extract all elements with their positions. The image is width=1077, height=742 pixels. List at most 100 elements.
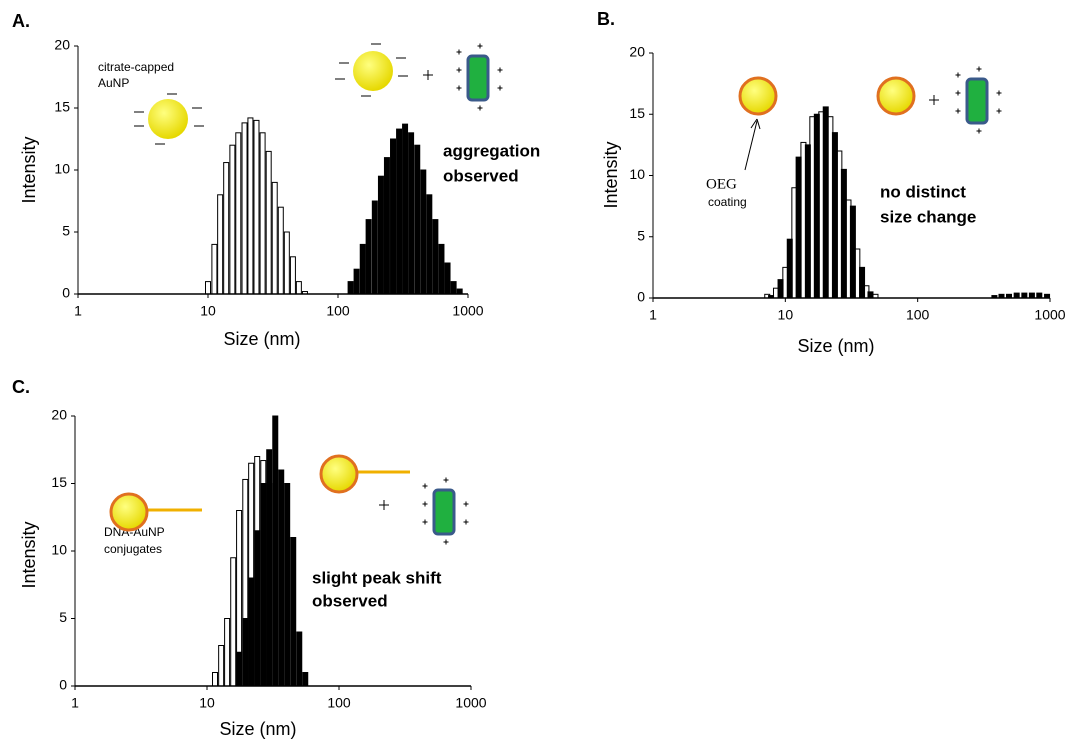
bar <box>840 168 847 299</box>
arrow-icon <box>744 120 758 171</box>
bar <box>402 123 409 295</box>
y-tick-label: 0 <box>59 677 67 693</box>
y-tick-label: 0 <box>637 289 645 305</box>
x-tick-label: 1000 <box>455 695 486 711</box>
bar <box>867 291 874 299</box>
bar <box>795 156 802 299</box>
bar <box>266 449 273 687</box>
bar <box>235 132 242 295</box>
bar <box>408 132 415 295</box>
bar <box>241 122 248 295</box>
bar <box>277 206 284 295</box>
bar <box>260 483 267 687</box>
bar <box>777 279 784 299</box>
x-tick-label: 100 <box>906 307 930 323</box>
bar <box>432 219 439 295</box>
bar <box>254 530 261 687</box>
bar <box>302 672 309 687</box>
x-tick-label: 1 <box>74 303 82 319</box>
x-tick-label: 1 <box>71 695 79 711</box>
bar <box>438 243 445 295</box>
x-tick-label: 100 <box>327 695 351 711</box>
annotation: observed <box>443 166 519 185</box>
particle-icon <box>109 492 149 532</box>
bar <box>444 262 451 295</box>
bar <box>289 256 296 295</box>
annotation: OEG <box>706 176 737 192</box>
bar <box>390 138 397 295</box>
bar <box>822 106 829 299</box>
panel-label: B. <box>597 9 615 29</box>
y-axis-label: Intensity <box>601 141 621 208</box>
annotation: size change <box>880 207 976 226</box>
bar <box>259 132 266 295</box>
y-tick-label: 5 <box>637 227 645 243</box>
annotation: slight peak shift <box>312 568 442 587</box>
x-axis-label: Size (nm) <box>797 336 874 356</box>
panel-label: C. <box>12 377 30 397</box>
annotation: AuNP <box>98 76 129 90</box>
annotation: no distinct <box>880 182 966 201</box>
x-tick-label: 10 <box>199 695 215 711</box>
y-tick-label: 20 <box>51 407 67 423</box>
bar <box>396 128 403 295</box>
y-tick-label: 10 <box>629 166 645 182</box>
bar <box>347 281 354 295</box>
bar <box>230 557 237 687</box>
bar <box>290 537 297 687</box>
arrow-icon <box>750 118 761 130</box>
bar <box>205 281 211 295</box>
bar <box>804 144 811 299</box>
bar <box>224 618 231 687</box>
x-axis-label: Size (nm) <box>219 719 296 739</box>
bar <box>272 415 279 687</box>
bar <box>247 117 254 295</box>
y-tick-label: 15 <box>51 474 67 490</box>
bar <box>278 469 285 687</box>
x-axis-label: Size (nm) <box>223 329 300 349</box>
bar <box>211 243 218 295</box>
y-tick-label: 20 <box>54 37 70 53</box>
bar <box>271 181 278 295</box>
y-tick-label: 20 <box>629 44 645 60</box>
bar <box>284 483 291 687</box>
particle-icon <box>876 76 916 116</box>
x-tick-label: 1000 <box>1034 307 1065 323</box>
y-tick-label: 0 <box>62 285 70 301</box>
annotation: aggregation <box>443 141 540 160</box>
x-tick-label: 100 <box>326 303 350 319</box>
bar <box>229 144 236 295</box>
y-tick-label: 5 <box>59 609 67 625</box>
bar <box>414 144 421 295</box>
y-tick-label: 15 <box>54 99 70 115</box>
bar <box>426 194 433 295</box>
x-tick-label: 10 <box>778 307 794 323</box>
bar <box>849 205 856 299</box>
bar <box>371 200 378 295</box>
y-tick-label: 15 <box>629 105 645 121</box>
bar <box>420 169 427 295</box>
y-axis-label: Intensity <box>19 521 39 588</box>
bar <box>859 266 866 299</box>
y-tick-label: 10 <box>51 542 67 558</box>
annotation: coating <box>708 195 747 209</box>
bar <box>353 268 360 295</box>
y-axis-label: Intensity <box>19 136 39 203</box>
annotation: conjugates <box>104 542 162 556</box>
bar <box>248 577 255 687</box>
particle-icon <box>353 51 393 91</box>
bar <box>383 157 390 295</box>
rod-icon <box>965 77 989 125</box>
bar <box>813 113 820 299</box>
bar <box>218 645 225 687</box>
bar <box>223 162 230 295</box>
annotation: observed <box>312 591 388 610</box>
bar <box>253 119 260 295</box>
panel-label: A. <box>12 11 30 31</box>
particle-icon <box>319 454 359 494</box>
y-tick-label: 5 <box>62 223 70 239</box>
bar <box>283 231 290 295</box>
bar <box>217 194 224 295</box>
bar <box>295 281 302 295</box>
